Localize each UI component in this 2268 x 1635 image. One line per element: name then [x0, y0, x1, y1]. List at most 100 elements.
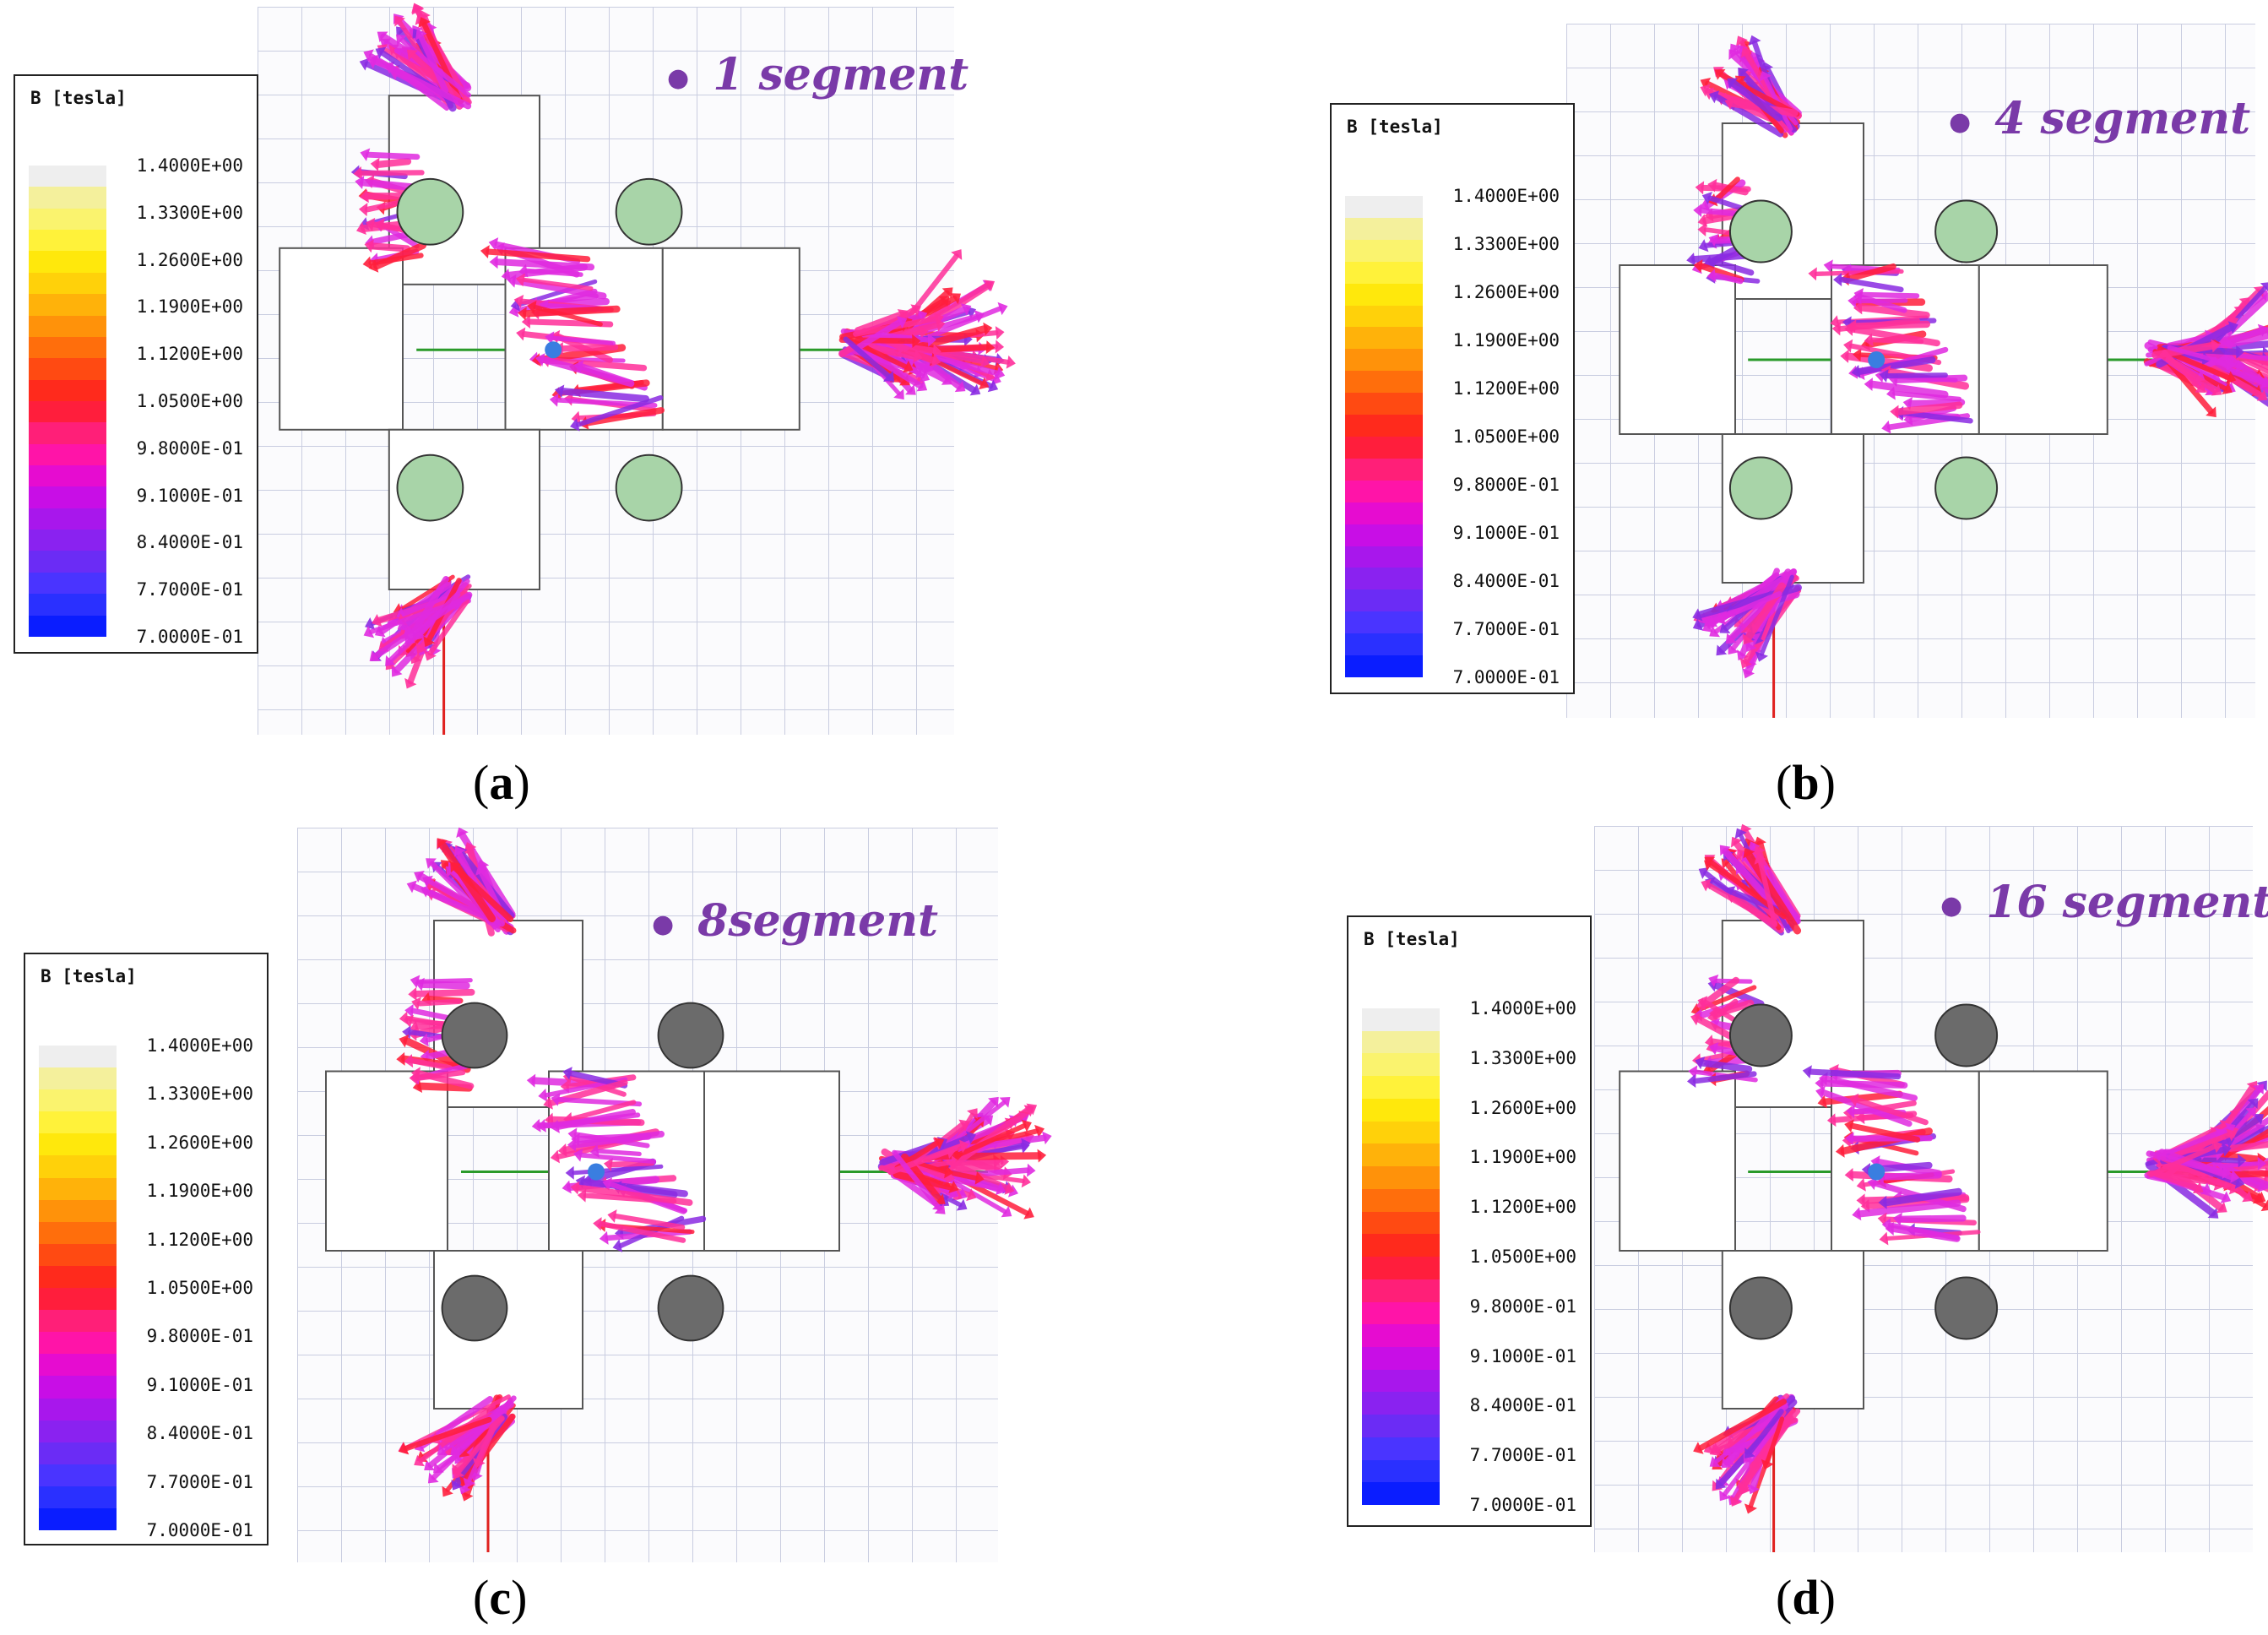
colorbar-tick-label: 1.2600E+00: [136, 249, 243, 270]
arrow-head: [1748, 841, 1761, 852]
field-arrow: [1885, 372, 1948, 378]
field-arrow: [1820, 1089, 1913, 1127]
colorbar-band: [1362, 1392, 1440, 1415]
panel-b: B [tesla] 1.4000E+00 1.3300E+00 1.2600E+00…: [1134, 0, 2268, 818]
arrow-head: [1752, 845, 1766, 856]
colorbar-band: [39, 1464, 117, 1486]
colorbar-tick-label: 1.3300E+00: [1452, 234, 1560, 254]
colorbar-band: [1362, 1459, 1440, 1483]
core-block: [1619, 1070, 1737, 1252]
arrow-head: [551, 1093, 561, 1106]
segment-label-text: 1 segment: [713, 49, 969, 100]
arrow-head: [1706, 269, 1717, 283]
field-arrow: [1869, 380, 1949, 399]
field-arrow: [410, 1057, 453, 1071]
arrow-head: [932, 344, 941, 358]
colorbar-band: [29, 358, 106, 380]
magnet-disc: [441, 1002, 508, 1069]
arrow-head: [409, 1071, 418, 1085]
arrow-head: [2228, 1181, 2239, 1195]
arrow-head: [1744, 1448, 1755, 1458]
colorbar-band: [39, 1420, 117, 1442]
field-arrow: [540, 356, 635, 388]
arrow-head: [1730, 836, 1743, 848]
arrow-head: [1823, 259, 1833, 274]
core-block: [1619, 264, 1737, 435]
core-block: [1978, 264, 2108, 435]
field-arrow: [416, 998, 462, 1007]
colorbar-tick-label: 8.4000E-01: [1469, 1395, 1576, 1416]
field-arrow: [893, 1171, 955, 1191]
arrow-head: [1714, 68, 1726, 80]
field-arrow: [575, 394, 664, 427]
arrow-head: [1708, 1041, 1719, 1056]
arrow-head: [974, 1171, 985, 1185]
arrow-head: [1703, 87, 1715, 100]
arrow-head: [2257, 1179, 2268, 1193]
segment-label-text: 8segment: [697, 895, 939, 947]
arrow-head: [1867, 1176, 1878, 1191]
arrow-head: [916, 379, 928, 392]
field-arrow: [1712, 591, 1782, 624]
colorbar: [1345, 196, 1423, 677]
arrow-head: [480, 245, 490, 259]
bullet-icon: ●: [1940, 891, 1963, 921]
field-arrow: [613, 1213, 686, 1230]
segment-label: ● 1 segment: [667, 49, 969, 100]
colorbar-tick-label: 1.4000E+00: [1469, 998, 1576, 1018]
arrow-head: [573, 1148, 583, 1162]
arrow-head: [414, 870, 425, 883]
arrow-head: [1704, 856, 1716, 868]
arrow-head: [1707, 255, 1718, 269]
arrow-head: [1719, 1490, 1731, 1502]
colorbar-tick-label: 1.4000E+00: [1452, 186, 1560, 206]
field-arrow: [372, 591, 473, 660]
arrow-head: [404, 677, 417, 689]
colorbar-tick-label: 9.8000E-01: [136, 437, 243, 459]
colorbar-tick-label: 1.3300E+00: [136, 202, 243, 223]
colorbar-band: [39, 1332, 117, 1355]
colorbar-band: [39, 1442, 117, 1464]
arrow-head: [2215, 1127, 2226, 1141]
arrow-head: [501, 269, 511, 282]
arrow-head: [923, 360, 934, 373]
magnet-disc: [396, 177, 464, 246]
colorbar-tick-label: 7.0000E-01: [136, 627, 243, 647]
arrow-head: [995, 339, 1005, 354]
colorbar-tick-label: 9.1000E-01: [1452, 523, 1560, 543]
arrow-head: [1879, 1231, 1889, 1246]
field-arrow: [573, 1132, 650, 1149]
arrow-head: [418, 17, 431, 28]
legend-title: B [tesla]: [1364, 929, 1460, 949]
arrow-head: [1843, 339, 1853, 353]
colorbar-band: [29, 166, 106, 187]
arrow-head: [562, 1180, 572, 1194]
arrow-head: [424, 650, 437, 661]
colorbar: [39, 1046, 117, 1531]
arrow-head: [410, 975, 421, 989]
arrow-head: [933, 312, 944, 326]
arrow-head: [1748, 35, 1761, 46]
colorbar-band: [29, 336, 106, 359]
field-arrow: [372, 57, 472, 110]
field-arrow: [486, 248, 591, 263]
arrow-head: [1878, 1195, 1887, 1209]
arrow-head: [927, 333, 936, 347]
field-arrow: [415, 978, 473, 984]
arrow-head: [1697, 214, 1708, 228]
arrow-head: [507, 274, 517, 288]
arrow-head: [473, 1457, 486, 1469]
arrow-head: [368, 54, 379, 68]
arrow-head: [1686, 1073, 1696, 1088]
field-arrow: [575, 1184, 693, 1206]
field-arrow: [533, 305, 603, 327]
arrow-head: [919, 370, 931, 383]
arrow-head: [360, 148, 371, 161]
colorbar: [1362, 1008, 1440, 1506]
field-arrow: [453, 1407, 503, 1453]
arrow-head: [951, 249, 963, 260]
colorbar-band: [39, 1310, 117, 1333]
colorbar-band: [1362, 1324, 1440, 1348]
arrow-head: [1835, 1143, 1845, 1158]
field-arrow: [475, 1413, 502, 1464]
